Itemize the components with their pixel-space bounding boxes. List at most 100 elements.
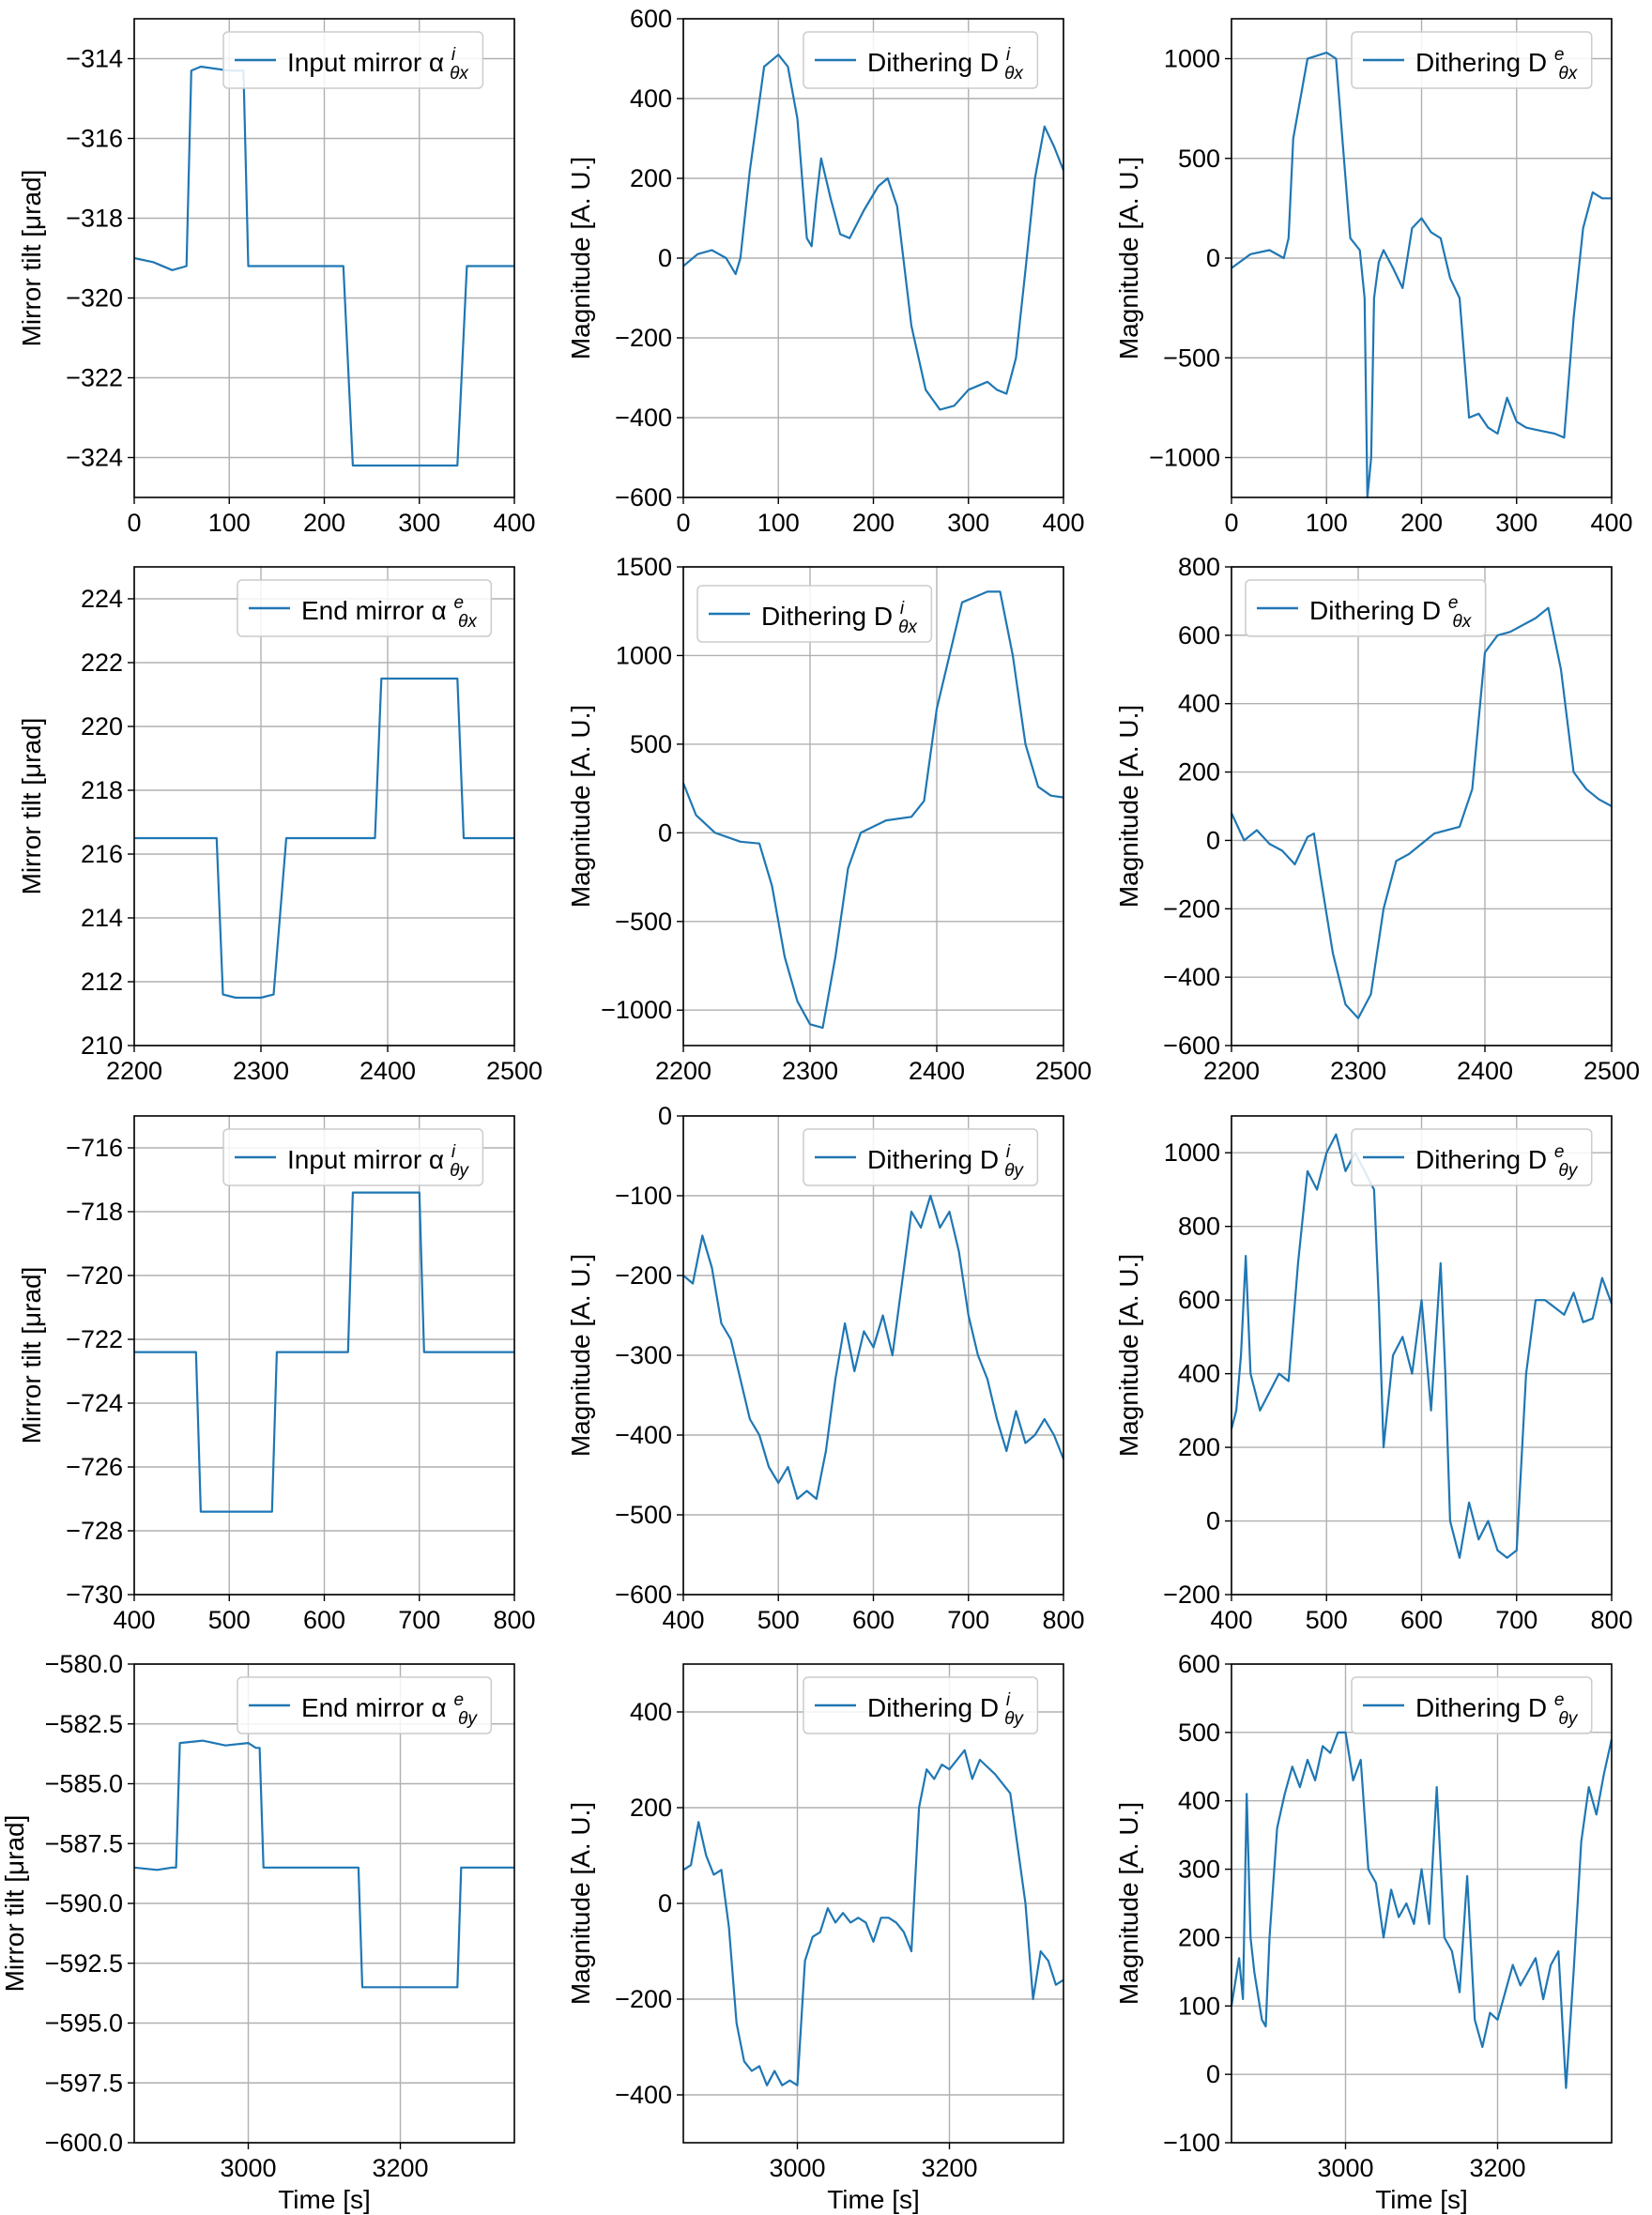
x-tick-label: 800 (1042, 1606, 1084, 1634)
subplot-2-2: 2200 2300 2400 2500 −1000 −500 0 500 1000 1500 Mag… (566, 553, 1092, 1085)
y-tick-label: −726 (66, 1453, 123, 1481)
legend-label: Dithering D i θy (867, 1142, 1024, 1181)
x-tick-label: 200 (852, 509, 895, 537)
y-tick-label: −582.5 (45, 1710, 123, 1738)
y-axis-label: Mirror tilt [μrad] (17, 718, 46, 895)
y-tick-label: −600 (615, 1581, 672, 1609)
y-tick-label: −722 (66, 1325, 123, 1353)
y-axis-label: Mirror tilt [μrad] (0, 1815, 29, 1993)
x-tick-label: 100 (1306, 509, 1348, 537)
y-tick-label: 0 (658, 1889, 672, 1917)
legend-label: End mirror α e θx (301, 593, 478, 632)
legend-label: Dithering D i θx (867, 45, 1024, 84)
y-tick-label: 1000 (1164, 45, 1220, 73)
legend-box (803, 31, 1039, 89)
series-line (682, 53, 1065, 411)
y-tick-label: −716 (66, 1134, 123, 1162)
x-tick-label: 300 (947, 509, 989, 537)
x-tick-label: 2500 (486, 1057, 543, 1085)
y-tick-label: −324 (66, 444, 123, 472)
y-tick-label: −400 (615, 404, 672, 432)
x-tick-label: 100 (208, 509, 251, 537)
y-tick-label: 0 (658, 818, 672, 847)
series-line (133, 65, 514, 467)
y-tick-label: 210 (81, 1031, 123, 1060)
y-tick-label: −600 (1163, 1031, 1220, 1060)
y-tick-label: −724 (66, 1389, 123, 1417)
x-tick-label: 2200 (106, 1057, 162, 1085)
legend-label: Dithering D e θx (1309, 593, 1473, 632)
y-tick-label: 1500 (616, 553, 672, 581)
legend: End mirror α e θy (237, 1676, 493, 1734)
axes-frame (1231, 566, 1613, 1046)
x-tick-label: 700 (1495, 1606, 1537, 1634)
legend-label: End mirror α e θy (301, 1690, 478, 1729)
y-tick-label: 212 (81, 968, 123, 996)
y-tick-label: 600 (1178, 621, 1220, 649)
legend: Dithering D i θx (803, 31, 1039, 89)
series-line (1230, 1731, 1614, 2089)
x-tick-label: 3200 (372, 2154, 428, 2182)
y-tick-label: −316 (66, 125, 123, 153)
series-line (1231, 606, 1613, 1020)
y-tick-label: 0 (1206, 244, 1220, 272)
x-tick-label: 300 (1495, 509, 1537, 537)
y-tick-label: 214 (81, 904, 123, 932)
y-tick-label: 1000 (616, 641, 672, 669)
y-tick-label: 600 (1178, 1650, 1220, 1678)
legend: Dithering D e θy (1351, 1128, 1593, 1186)
y-tick-label: 400 (1178, 1787, 1220, 1815)
y-tick-label: 200 (630, 1794, 672, 1822)
legend: Dithering D e θx (1245, 579, 1487, 637)
legend-box (1351, 31, 1593, 89)
subplot-3-3: 400 500 600 700 800 −200 0 200 400 600 800 1000 Magn… (1114, 1115, 1633, 1634)
y-tick-label: −320 (66, 284, 123, 313)
y-tick-label: −200 (615, 1985, 672, 2013)
y-tick-label: 0 (658, 244, 672, 272)
series-line (134, 1191, 514, 1513)
subplot-4-1: 3000 3200 −600.0 −597.5 −595.0 −592.5 −590.0 −5… (0, 1650, 515, 2214)
series-line (1230, 1133, 1614, 1559)
y-axis-label: Magnitude [A. U.] (566, 1254, 595, 1457)
legend-label: Dithering D e θy (1415, 1142, 1579, 1181)
x-tick-label: 600 (1400, 1606, 1443, 1634)
subplot-3-1: 400 500 600 700 800 −730 −728 −726 −724 −722 −720 −… (17, 1115, 536, 1634)
x-tick-label: 3000 (1317, 2154, 1373, 2182)
y-tick-label: 216 (81, 840, 123, 868)
y-tick-label: −300 (615, 1341, 672, 1369)
x-tick-label: 600 (852, 1606, 895, 1634)
legend-box (803, 1676, 1039, 1734)
y-tick-label: 200 (1178, 1923, 1220, 1951)
legend-box (1351, 1128, 1593, 1186)
legend-box (1351, 1676, 1593, 1734)
x-tick-label: 2300 (1330, 1057, 1386, 1085)
legend-box (803, 1128, 1039, 1186)
series-line (134, 677, 514, 1000)
legend: Dithering D i θy (803, 1128, 1039, 1186)
legend-label: Input mirror α i θy (287, 1142, 469, 1181)
y-tick-label: 400 (1178, 690, 1220, 718)
subplot-2-3: 2200 2300 2400 2500 −600 −400 −200 0 200 400 600 80… (1114, 553, 1640, 1085)
y-tick-label: −592.5 (45, 1949, 123, 1978)
subplot-1-2: 0 100 200 300 400 −600 −400 −200 0 200 400 600 Magni… (566, 5, 1085, 537)
legend-label: Dithering D i θy (867, 1690, 1024, 1729)
x-tick-label: 500 (208, 1606, 251, 1634)
legend-box (237, 1676, 493, 1734)
subplot-1-1: 0 100 200 300 400 −324 −322 −320 −318 −316 −314 Mir… (17, 18, 536, 537)
axes-frame (1231, 1663, 1613, 2144)
x-tick-label: 2400 (359, 1057, 416, 1085)
x-tick-label: 400 (1042, 509, 1084, 537)
y-tick-label: 218 (81, 776, 123, 804)
subplot-1-3: 0 100 200 300 400 −1000 −500 0 500 1000 Magnitude … (1114, 18, 1633, 537)
y-tick-label: −500 (615, 908, 672, 936)
y-tick-label: −400 (1163, 963, 1220, 991)
y-tick-label: −595.0 (45, 2009, 123, 2038)
x-axis-label: Time [s] (827, 2185, 920, 2214)
x-axis-label: Time [s] (278, 2185, 371, 2214)
legend: End mirror α e θx (237, 579, 493, 637)
legend-box (696, 585, 933, 643)
y-tick-label: 220 (81, 712, 123, 741)
y-axis-label: Magnitude [A. U.] (1114, 157, 1143, 359)
x-tick-label: 400 (662, 1606, 704, 1634)
